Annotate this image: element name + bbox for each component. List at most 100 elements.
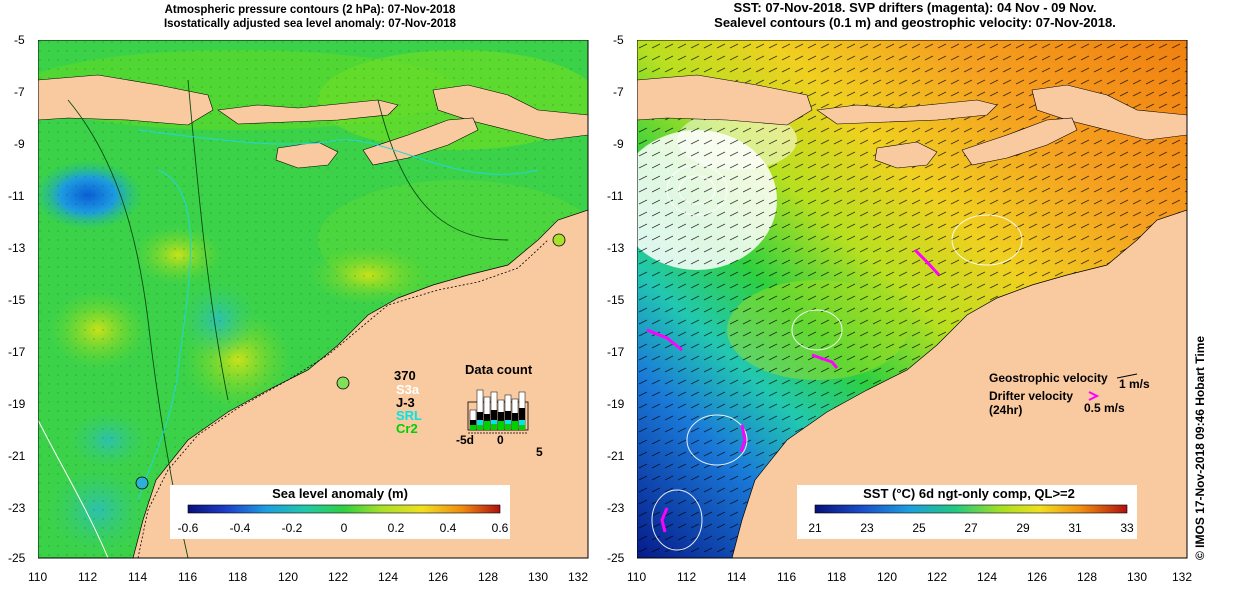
tide-gauge-exmouth xyxy=(135,476,149,490)
lat-tick: -11 xyxy=(8,189,25,203)
lat-tick: -17 xyxy=(607,345,625,359)
sst-colorbar-tick: 23 xyxy=(860,521,874,535)
data-count-tick-minus5: -5d xyxy=(456,433,474,447)
australia-landmass xyxy=(132,209,588,558)
geostrophic-scale-arrow xyxy=(1116,373,1138,379)
sst-colorbar-tick: 25 xyxy=(912,521,926,535)
lesser-sunda-islands xyxy=(217,99,399,125)
lon-tick: 114 xyxy=(727,570,747,584)
sumba-island xyxy=(275,141,339,169)
drifter-scale-label: 0.5 m/s xyxy=(1084,401,1125,415)
sst-colorbar-tick: 31 xyxy=(1068,521,1082,535)
lat-tick: -5 xyxy=(14,33,25,47)
left-map-title: Atmospheric pressure contours (2 hPa): 0… xyxy=(80,3,540,31)
sea-level-anomaly-map: 370 S3a J-3 SRL Cr2 Data count -5d 0 xyxy=(38,40,589,559)
colorbar-tick: -0.6 xyxy=(178,521,199,535)
lat-tick: -17 xyxy=(8,345,26,359)
legend-srl: SRL xyxy=(396,408,422,423)
svp-drifter-tracks xyxy=(646,248,941,533)
lat-tick: -25 xyxy=(8,551,26,565)
lon-tick: 132 xyxy=(568,570,589,584)
lon-tick: 122 xyxy=(328,570,349,584)
lon-tick: 130 xyxy=(1127,570,1148,584)
left-title-line1: Atmospheric pressure contours (2 hPa): 0… xyxy=(164,4,456,16)
flores-timor-islands xyxy=(432,84,588,141)
lon-tick: 128 xyxy=(478,570,499,584)
lon-tick: 124 xyxy=(977,570,998,584)
lat-tick: -19 xyxy=(607,397,625,411)
colorbar-tick: -0.4 xyxy=(230,521,251,535)
lon-tick: 112 xyxy=(677,570,697,584)
legend-cr2: Cr2 xyxy=(396,421,418,436)
lon-tick: 130 xyxy=(528,570,549,584)
right-title-line1: SST: 07-Nov-2018. SVP drifters (magenta)… xyxy=(733,0,1097,15)
lat-tick: -9 xyxy=(14,137,25,151)
geostrophic-scale-label: 1 m/s xyxy=(1119,377,1150,391)
colorbar-tick: 0 xyxy=(341,521,348,535)
lat-tick: -19 xyxy=(8,397,26,411)
right-title-line2: Sealevel contours (0.1 m) and geostrophi… xyxy=(714,15,1116,30)
lon-tick: 112 xyxy=(78,570,98,584)
lon-tick: 110 xyxy=(28,570,48,584)
lat-tick: -25 xyxy=(607,551,625,565)
lon-tick: 120 xyxy=(877,570,898,584)
lon-tick: 116 xyxy=(777,570,797,584)
left-title-line2: Isostatically adjusted sea level anomaly… xyxy=(163,18,457,30)
colorbar-tick: -0.2 xyxy=(282,521,303,535)
lon-tick: 122 xyxy=(927,570,948,584)
lon-tick: 120 xyxy=(278,570,299,584)
legend-j3: J-3 xyxy=(396,395,415,410)
sea-level-colorbar: Sea level anomaly (m) -0.6 -0.4 -0.2 0 0… xyxy=(170,485,510,539)
java-island xyxy=(38,74,214,126)
data-count-tick-0: 0 xyxy=(497,433,504,447)
lat-tick: -7 xyxy=(613,85,624,99)
data-count-title: Data count xyxy=(465,362,533,377)
sst-colorbar-tick: 21 xyxy=(808,521,822,535)
lat-tick: -23 xyxy=(8,501,26,515)
velocity-legend: Geostrophic velocity 1 m/s Drifter veloc… xyxy=(989,371,1150,417)
lat-tick: -21 xyxy=(607,449,625,463)
drifter-velocity-label: Drifter velocity xyxy=(989,389,1073,403)
colorbar-tick: 0.6 xyxy=(492,521,509,535)
sst-colorbar-label: SST (°C) 6d ngt-only comp, QL>=2 xyxy=(863,486,1075,501)
lat-tick: -13 xyxy=(607,241,625,255)
lat-tick: -15 xyxy=(8,293,26,307)
tide-gauge-broome xyxy=(336,376,350,390)
lat-tick: -7 xyxy=(14,85,25,99)
timor-island xyxy=(362,117,479,166)
lat-tick: -13 xyxy=(8,241,26,255)
lat-tick: -11 xyxy=(607,189,624,203)
australia-landmass xyxy=(731,209,1187,558)
lat-tick: -5 xyxy=(613,33,624,47)
lon-tick: 118 xyxy=(228,570,248,584)
data-count-total: 370 xyxy=(394,368,416,383)
lon-tick: 126 xyxy=(1027,570,1048,584)
lon-tick: 132 xyxy=(1172,570,1193,584)
drifter-scale-arrow xyxy=(1088,391,1100,401)
lat-tick: -21 xyxy=(8,449,26,463)
legend-s3a: S3a xyxy=(396,382,420,397)
colorbar-tick: 0.2 xyxy=(388,521,405,535)
drifter-velocity-sublabel: (24hr) xyxy=(989,403,1022,417)
sst-colorbar: SST (°C) 6d ngt-only comp, QL>=2 21 23 2… xyxy=(797,485,1137,539)
sst-colorbar-tick: 33 xyxy=(1120,521,1134,535)
lon-tick: 128 xyxy=(1077,570,1098,584)
lat-tick: -15 xyxy=(607,293,625,307)
data-count-tick-5: 5 xyxy=(536,445,543,459)
tide-gauge-darwin xyxy=(552,233,566,247)
data-count-inset: 370 S3a J-3 SRL Cr2 Data count -5d 0 xyxy=(394,362,543,459)
sst-colorbar-tick: 27 xyxy=(964,521,978,535)
data-count-bars xyxy=(467,389,529,434)
lon-tick: 118 xyxy=(827,570,847,584)
lon-tick: 114 xyxy=(128,570,148,584)
lat-tick: -23 xyxy=(607,501,625,515)
lon-tick: 116 xyxy=(178,570,198,584)
lon-tick: 126 xyxy=(428,570,449,584)
imos-credit: © IMOS 17-Nov-2018 09:46 Hobart Time xyxy=(1193,335,1207,560)
geostrophic-velocity-label: Geostrophic velocity xyxy=(989,371,1108,385)
colorbar-label: Sea level anomaly (m) xyxy=(272,486,408,501)
right-map-title: SST: 07-Nov-2018. SVP drifters (magenta)… xyxy=(610,0,1220,30)
colorbar-tick: 0.4 xyxy=(440,521,457,535)
sst-drifter-map: Geostrophic velocity 1 m/s Drifter veloc… xyxy=(637,40,1188,559)
lat-tick: -9 xyxy=(613,137,624,151)
